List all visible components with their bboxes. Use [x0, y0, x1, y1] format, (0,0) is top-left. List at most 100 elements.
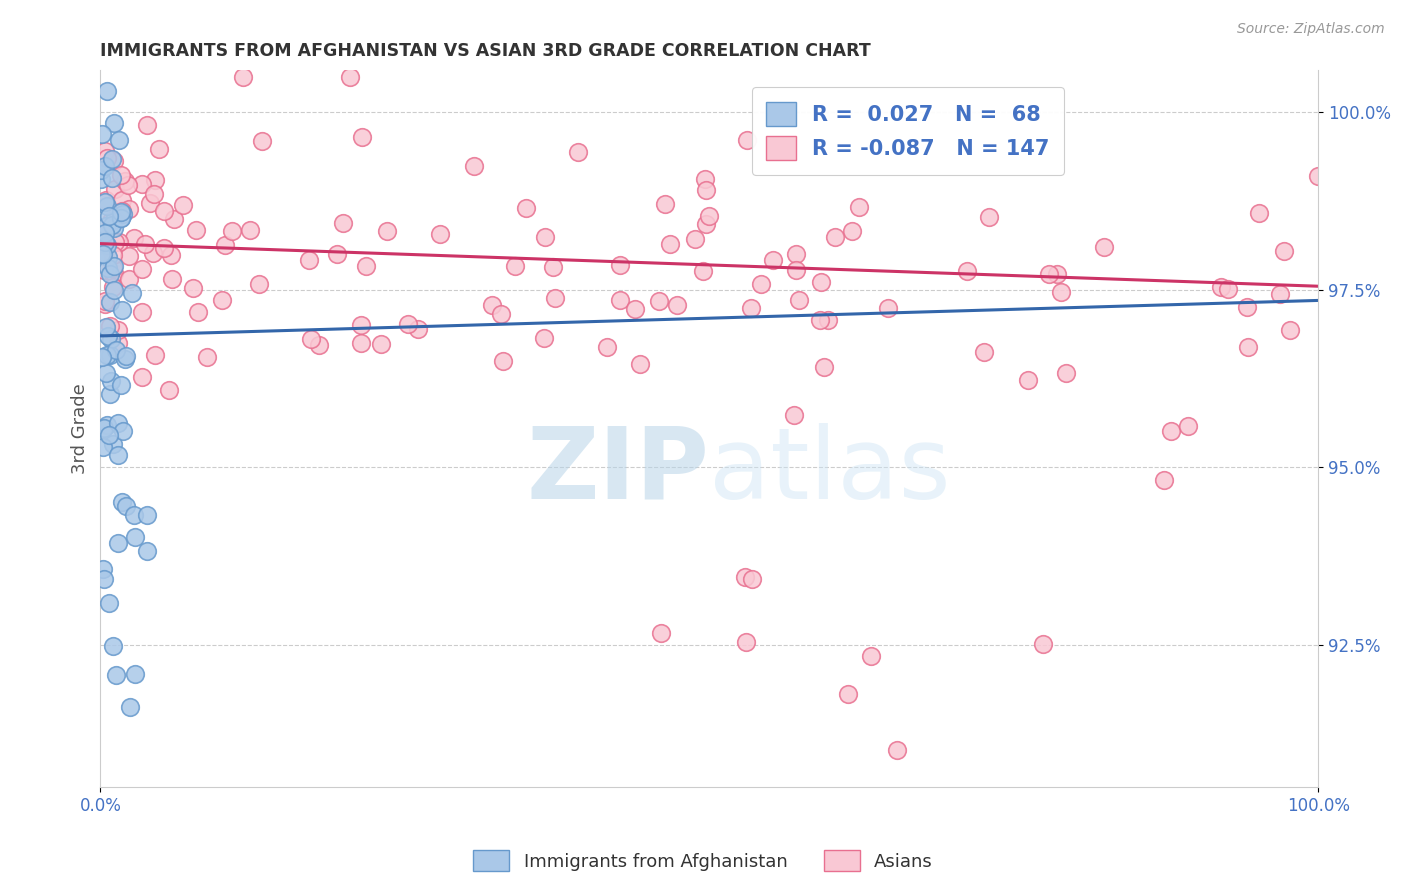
Point — [111, 193, 134, 207]
Point — [481, 298, 503, 312]
Point — [429, 227, 451, 242]
Point — [110, 204, 132, 219]
Point — [97, 428, 120, 442]
Point — [136, 508, 159, 522]
Point — [628, 357, 651, 371]
Legend: Immigrants from Afghanistan, Asians: Immigrants from Afghanistan, Asians — [465, 843, 941, 879]
Point — [94, 297, 117, 311]
Point — [110, 169, 132, 183]
Point — [1270, 286, 1292, 301]
Point — [973, 345, 995, 359]
Point — [159, 383, 181, 397]
Point — [817, 313, 839, 327]
Y-axis label: 3rd Grade: 3rd Grade — [72, 383, 89, 474]
Point — [153, 241, 176, 255]
Point — [195, 351, 218, 365]
Point — [101, 437, 124, 451]
Point — [1216, 282, 1239, 296]
Point — [463, 159, 485, 173]
Point — [107, 235, 129, 249]
Point — [122, 230, 145, 244]
Point — [211, 293, 233, 308]
Point — [1092, 239, 1115, 253]
Point — [350, 318, 373, 332]
Point — [98, 348, 121, 362]
Point — [104, 181, 127, 195]
Point — [489, 308, 512, 322]
Point — [117, 249, 139, 263]
Point — [785, 247, 807, 261]
Point — [91, 246, 114, 260]
Point — [142, 246, 165, 260]
Point — [735, 634, 758, 648]
Point — [184, 223, 207, 237]
Point — [98, 267, 121, 281]
Point — [101, 260, 124, 275]
Point — [93, 263, 115, 277]
Point — [247, 277, 270, 292]
Point — [97, 596, 120, 610]
Point — [596, 340, 619, 354]
Point — [94, 293, 117, 308]
Point — [100, 333, 122, 347]
Point — [214, 237, 236, 252]
Point — [103, 154, 125, 169]
Point — [692, 264, 714, 278]
Point — [98, 294, 121, 309]
Point — [114, 352, 136, 367]
Point — [110, 211, 132, 225]
Point — [107, 206, 129, 220]
Point — [96, 199, 118, 213]
Point — [93, 235, 115, 250]
Point — [91, 562, 114, 576]
Point — [1160, 424, 1182, 438]
Point — [250, 134, 273, 148]
Point — [308, 337, 330, 351]
Point — [90, 247, 112, 261]
Point — [111, 203, 134, 218]
Point — [824, 229, 846, 244]
Point — [97, 260, 120, 275]
Point — [131, 305, 153, 319]
Point — [609, 258, 631, 272]
Point — [124, 530, 146, 544]
Point — [142, 186, 165, 201]
Point — [98, 387, 121, 401]
Point — [136, 543, 159, 558]
Point — [515, 201, 537, 215]
Point — [609, 293, 631, 308]
Point — [650, 625, 672, 640]
Point — [121, 285, 143, 300]
Point — [1054, 366, 1077, 380]
Point — [97, 329, 120, 343]
Point — [117, 178, 139, 192]
Point — [107, 133, 129, 147]
Point — [787, 293, 810, 307]
Point — [124, 667, 146, 681]
Point — [110, 211, 132, 225]
Point — [153, 204, 176, 219]
Point — [101, 639, 124, 653]
Point — [1279, 323, 1302, 337]
Point — [94, 159, 117, 173]
Point — [1049, 285, 1071, 300]
Point — [298, 252, 321, 267]
Point — [665, 298, 688, 312]
Point — [103, 259, 125, 273]
Point — [693, 171, 716, 186]
Point — [810, 275, 832, 289]
Point — [406, 322, 429, 336]
Point — [1236, 300, 1258, 314]
Point — [93, 194, 115, 209]
Point — [859, 648, 882, 663]
Point — [734, 570, 756, 584]
Point — [1306, 169, 1329, 183]
Point — [100, 213, 122, 227]
Point — [101, 219, 124, 233]
Point — [396, 318, 419, 332]
Point — [1038, 267, 1060, 281]
Point — [1177, 419, 1199, 434]
Point — [181, 281, 204, 295]
Point — [683, 232, 706, 246]
Point — [117, 202, 139, 217]
